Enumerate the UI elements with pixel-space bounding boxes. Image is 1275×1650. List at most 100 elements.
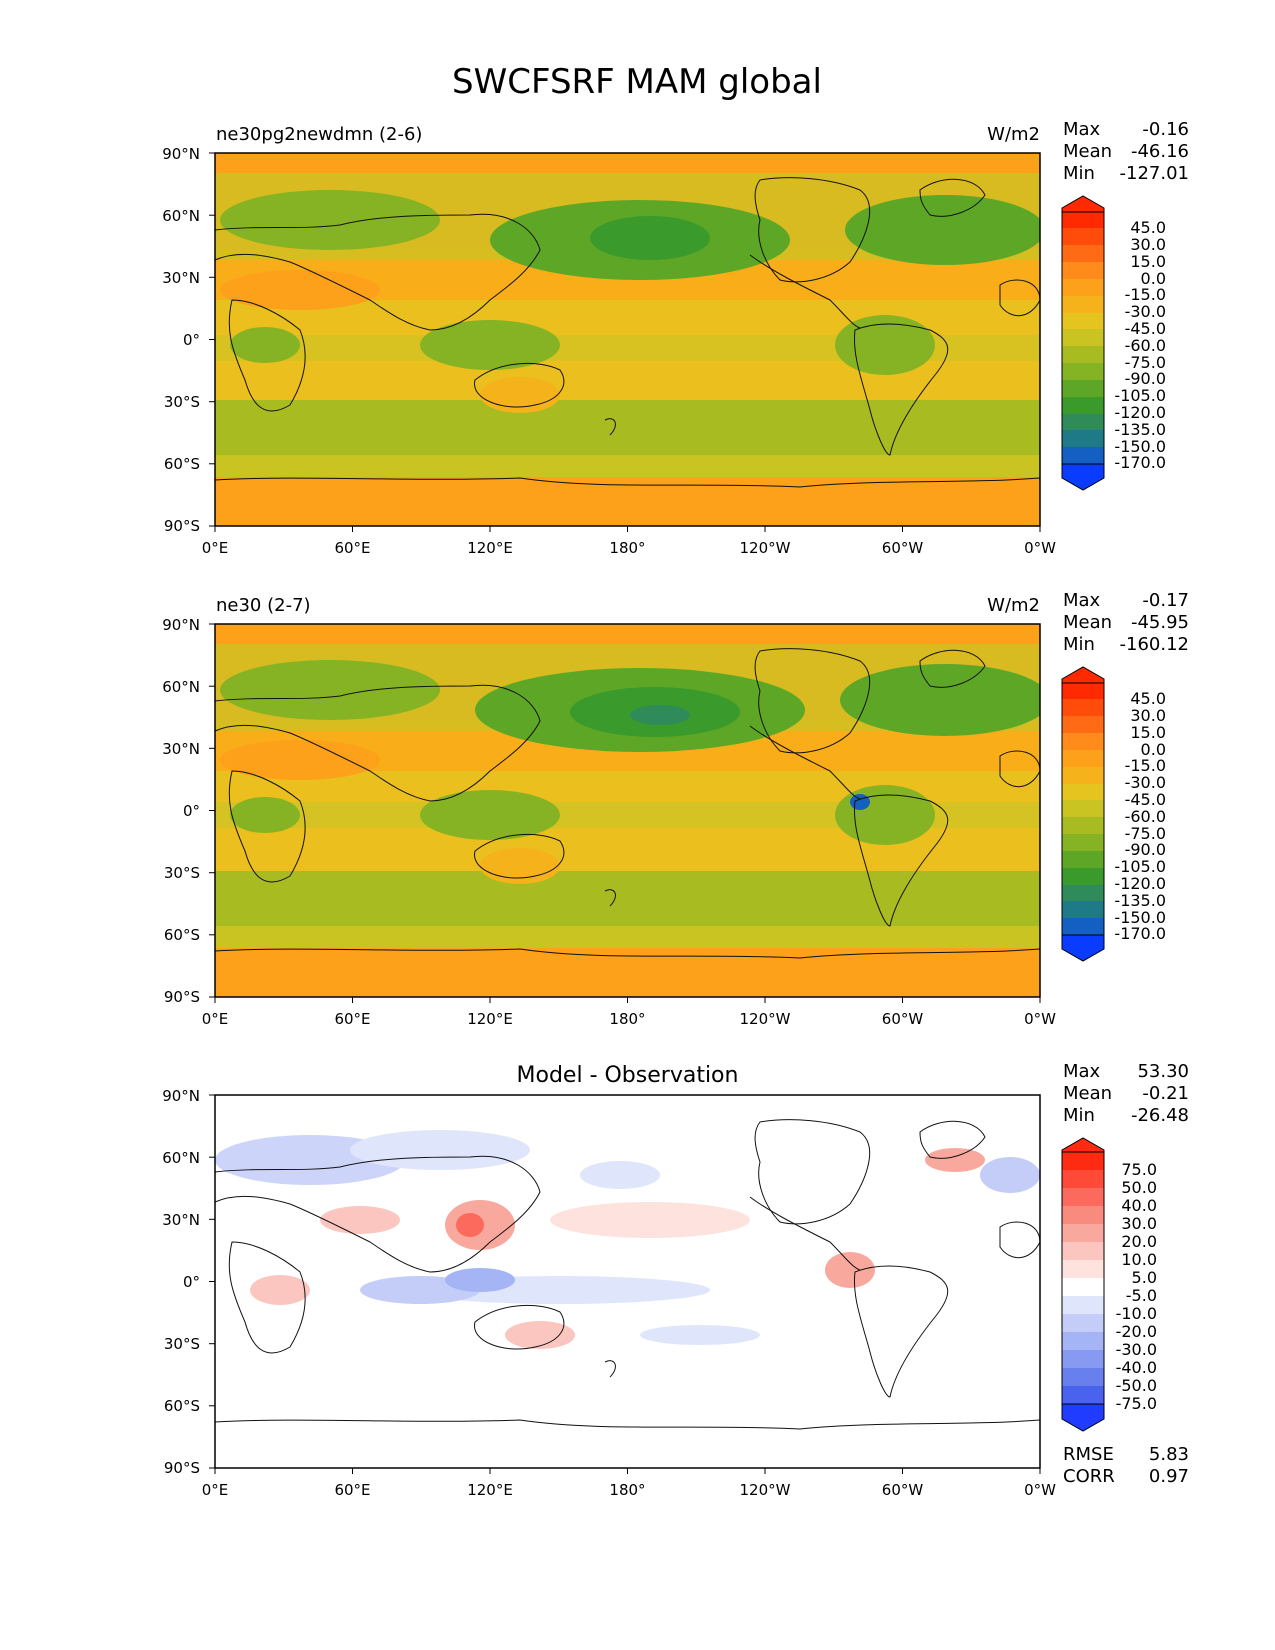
panel-2-colorbar-label-11: -120.0: [1114, 874, 1166, 893]
panel-3-colorbar-label-11: -40.0: [1116, 1358, 1157, 1377]
panel-1-ytick-1: 60°N: [162, 207, 200, 225]
panel-1-colorbar-label-8: -75.0: [1125, 353, 1166, 372]
panel-3-neg-siberia: [350, 1130, 530, 1170]
panel-3-colorbar-bin-4: [1062, 1224, 1104, 1243]
panel-1-maritime-continent: [420, 320, 560, 370]
panel-2-colorbar-bin-13: [1062, 901, 1104, 918]
panel-3-stat-max-label: Max: [1063, 1061, 1101, 1082]
panel-2-colorbar-bin-7: [1062, 800, 1104, 817]
panel-1-xtick-0: 0°E: [202, 539, 229, 557]
panel-1-stat-mean-label: Mean: [1063, 141, 1112, 162]
panel-1-africa-wet: [230, 327, 300, 363]
panel-1-storm-track-europe: [220, 190, 440, 250]
panel-1-colorbar-label-11: -120.0: [1114, 403, 1166, 422]
panel-2-maritime-continent: [420, 790, 560, 840]
panel-3-ytick-1: 60°N: [162, 1149, 200, 1167]
panel-2-colorbar-label-3: 0.0: [1141, 740, 1166, 759]
panel-3-ytick-4: 30°S: [164, 1335, 200, 1353]
panel-1-colorbar-bin-10: [1062, 380, 1104, 397]
panel-3-stat-max-value: 53.30: [1137, 1061, 1189, 1082]
panel-3-ytick-6: 90°S: [164, 1459, 200, 1477]
panel-1-colorbar-label-12: -135.0: [1114, 420, 1166, 439]
panel-1-colorbar-bin-13: [1062, 430, 1104, 447]
panel-3-xtick-1: 60°E: [334, 1481, 370, 1499]
panel-1-colorbar-top-cap: [1061, 195, 1105, 213]
panel-2-stat-mean-label: Mean: [1063, 612, 1112, 633]
panel-1-colorbar-bin-2: [1062, 245, 1104, 262]
panel-1-colorbar-bin-3: [1062, 262, 1104, 279]
panel-1-ytick-0: 90°N: [162, 145, 200, 163]
panel-3-colorbar-bin-6: [1062, 1260, 1104, 1279]
panel-2-colorbar-label-8: -75.0: [1125, 824, 1166, 843]
panel-2-title: ne30 (2-7): [216, 595, 311, 616]
panel-3-colorbar-bin-11: [1062, 1350, 1104, 1369]
panel-2-colorbar-bin-6: [1062, 784, 1104, 801]
panel-1-colorbar-outline: [1061, 211, 1105, 465]
panel-2-stat-min-label: Min: [1063, 634, 1095, 655]
panel-2-ytick-6: 90°S: [164, 988, 200, 1006]
panel-3-colorbar-label-0: 75.0: [1121, 1160, 1157, 1179]
panel-3-colorbar-label-3: 30.0: [1121, 1214, 1157, 1233]
panel-1-colorbar-label-7: -60.0: [1125, 336, 1166, 355]
panel-2-colorbar-bin-5: [1062, 767, 1104, 784]
panel-1-title: ne30pg2newdmn (2-6): [216, 124, 422, 145]
panel-1-storm-track-pacific-core: [590, 216, 710, 260]
panel-2-africa-wet: [230, 797, 300, 833]
panel-1-colorbar-bin-7: [1062, 329, 1104, 346]
panel-2-stat-max-label: Max: [1063, 590, 1101, 611]
panel-2-y-axis: 90°N 60°N 30°N 0° 30°S 60°S 90°S: [162, 616, 215, 1006]
panel-2-band-southern-edge: [215, 926, 1040, 948]
panel-1-colorbar-bin-6: [1062, 313, 1104, 330]
panel-3-stat-mean-value: -0.21: [1142, 1083, 1189, 1104]
panel-1-ytick-6: 90°S: [164, 517, 200, 535]
panel-2-ytick-2: 30°N: [162, 740, 200, 758]
panel-3-colorbar-bin-9: [1062, 1314, 1104, 1333]
panel-3-colorbar-label-4: 20.0: [1121, 1232, 1157, 1251]
panel-2-colorbar-label-2: 15.0: [1130, 723, 1166, 742]
panel-3-field: [215, 1095, 1040, 1468]
panel-2-desert-sahara: [220, 740, 380, 780]
panel-2-colorbar-bin-0: [1062, 683, 1104, 700]
panel-1-colorbar-label-9: -90.0: [1125, 369, 1166, 388]
panel-2-xtick-2: 120°E: [467, 1010, 513, 1028]
panel-3-pos-north-pacific: [550, 1202, 750, 1238]
panel-2-colorbar-label-0: 45.0: [1130, 689, 1166, 708]
panel-1-ytick-2: 30°N: [162, 269, 200, 287]
panel-1-colorbar-bin-1: [1062, 228, 1104, 245]
panel-3-xtick-5: 60°W: [882, 1481, 924, 1499]
panel-3: Model - Observation Max 53.30 Mean -0.21…: [162, 1061, 1189, 1499]
panel-3-rmse-value: 5.83: [1149, 1444, 1189, 1465]
panel-1-stat-max-value: -0.16: [1142, 119, 1189, 140]
panel-1-xtick-2: 120°E: [467, 539, 513, 557]
panel-2-ytick-5: 60°S: [164, 926, 200, 944]
panel-3-neg-north-atlantic: [980, 1157, 1040, 1193]
panel-1-units: W/m2: [987, 124, 1040, 145]
panel-3-colorbar-bin-0: [1062, 1152, 1104, 1171]
panel-3-colorbar-bin-3: [1062, 1206, 1104, 1225]
panel-3-colorbar-label-5: 10.0: [1121, 1250, 1157, 1269]
panel-2-colorbar-label-5: -30.0: [1125, 773, 1166, 792]
panel-1-colorbar-bottom-cap: [1061, 463, 1105, 491]
panel-2-colorbar-bin-11: [1062, 868, 1104, 885]
panel-3-ytick-5: 60°S: [164, 1397, 200, 1415]
panel-2-colorbar: 45.0 30.0 15.0 0.0 -15.0 -30.0 -45.0 -60…: [1061, 666, 1166, 962]
panel-3-ytick-3: 0°: [183, 1273, 200, 1291]
panel-2-storm-track-atlantic: [840, 664, 1040, 736]
panel-2-field: [215, 624, 1040, 997]
panel-2-units: W/m2: [987, 595, 1040, 616]
panel-1-colorbar-bin-4: [1062, 279, 1104, 296]
panel-3-colorbar-outline: [1061, 1151, 1105, 1405]
panel-2-ytick-4: 30°S: [164, 864, 200, 882]
panel-1-colorbar-label-5: -30.0: [1125, 302, 1166, 321]
panel-3-colorbar: 75.0 50.0 40.0 30.0 20.0 10.0 5.0 -5.0 -…: [1061, 1137, 1157, 1432]
panel-3-pos-north-atlantic: [925, 1148, 985, 1172]
panel-2-ytick-1: 60°N: [162, 678, 200, 696]
panel-1-colorbar-bin-9: [1062, 363, 1104, 380]
panel-1-stat-min-value: -127.01: [1120, 163, 1189, 184]
panel-2-colorbar-bin-10: [1062, 851, 1104, 868]
panel-1-colorbar-bin-0: [1062, 212, 1104, 229]
figure-title: SWCFSRF MAM global: [452, 62, 822, 102]
panel-2-xtick-5: 60°W: [882, 1010, 924, 1028]
panel-1-colorbar-label-6: -45.0: [1125, 319, 1166, 338]
panel-3-corr-value: 0.97: [1149, 1466, 1189, 1487]
